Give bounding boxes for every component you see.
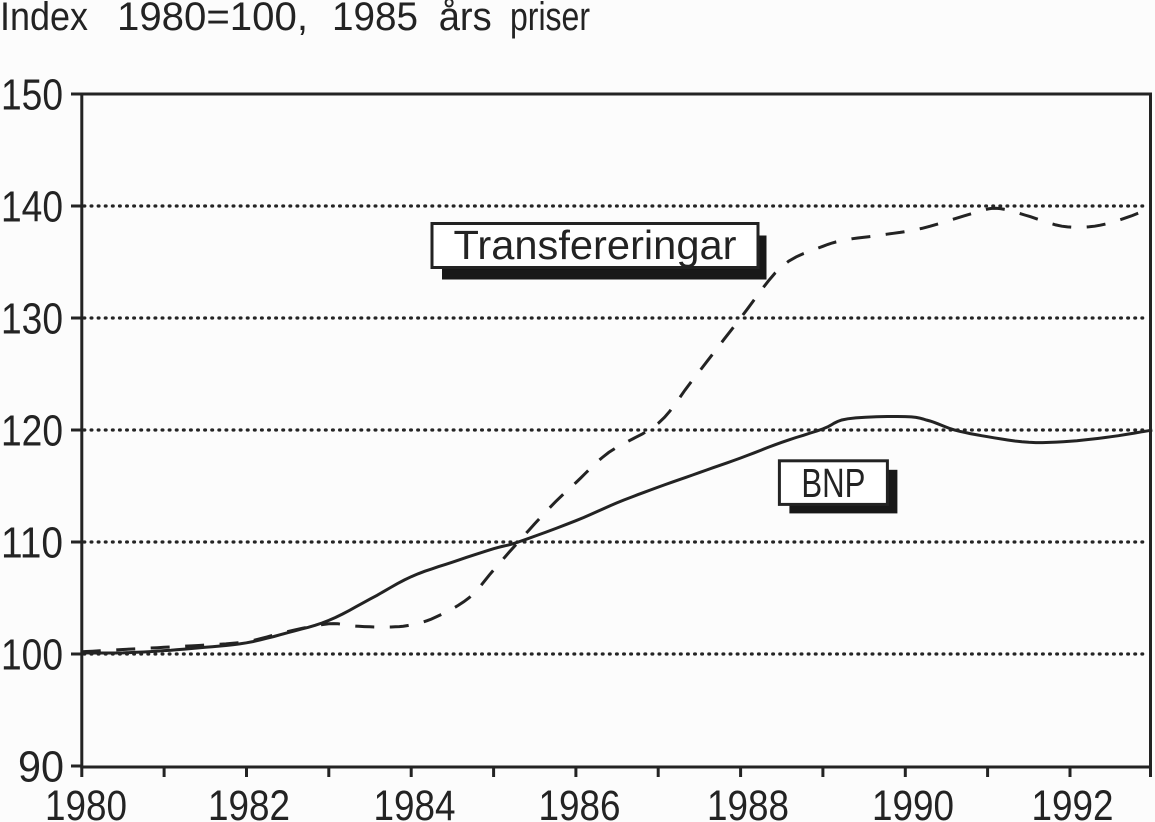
svg-text:100: 100 xyxy=(1,631,63,680)
svg-text:1984: 1984 xyxy=(374,782,456,822)
svg-text:1988: 1988 xyxy=(707,782,789,822)
svg-text:140: 140 xyxy=(1,183,63,232)
svg-text:års: års xyxy=(439,0,492,39)
svg-text:Index: Index xyxy=(0,0,88,39)
svg-text:BNP: BNP xyxy=(801,460,865,506)
svg-text:1992: 1992 xyxy=(1032,782,1114,822)
svg-text:1990: 1990 xyxy=(872,782,954,822)
svg-text:150: 150 xyxy=(1,71,63,120)
svg-text:90: 90 xyxy=(18,743,64,792)
svg-text:Transfereringar: Transfereringar xyxy=(454,222,737,268)
svg-text:priser: priser xyxy=(510,0,590,39)
svg-text:130: 130 xyxy=(1,295,63,344)
svg-text:1985: 1985 xyxy=(332,0,418,39)
svg-text:1982: 1982 xyxy=(208,782,290,822)
svg-text:120: 120 xyxy=(1,407,63,456)
svg-text:1986: 1986 xyxy=(539,782,621,822)
svg-text:1980=100,: 1980=100, xyxy=(117,0,308,39)
svg-text:1980: 1980 xyxy=(45,782,127,822)
svg-text:110: 110 xyxy=(1,519,63,568)
